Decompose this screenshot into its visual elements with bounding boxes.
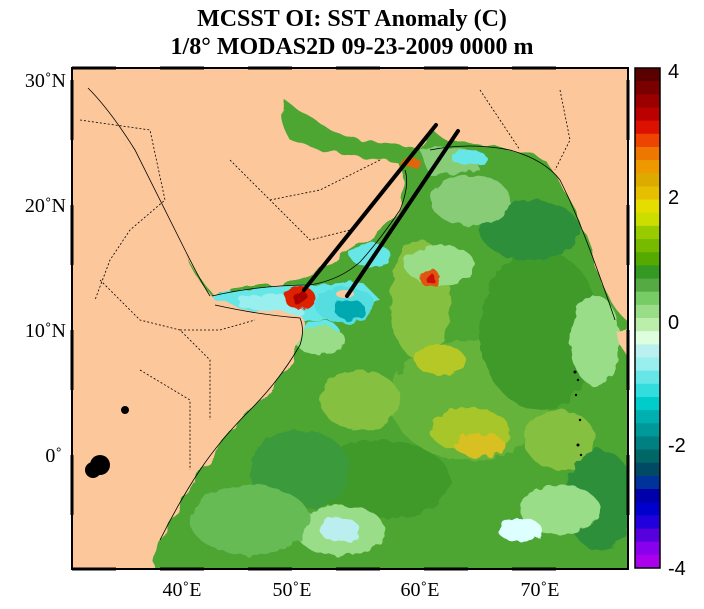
- colorbar-swatch: [635, 160, 660, 174]
- map-subtitle: 1/8° MODAS2D 09-23-2009 0000 m: [170, 34, 534, 60]
- colorbar-swatch: [635, 278, 660, 293]
- colorbar-label-0: 0: [668, 312, 679, 334]
- lat-label-0: 0˚: [45, 445, 62, 467]
- colorbar-swatch: [635, 502, 660, 516]
- colorbar-label-neg2: -2: [668, 435, 686, 457]
- colorbar-swatch: [635, 344, 660, 358]
- plot-area: [72, 68, 628, 569]
- colorbar-label-neg4: -4: [668, 558, 686, 580]
- colorbar: [635, 68, 660, 569]
- colorbar-frame: [634, 67, 661, 569]
- colorbar-swatch: [635, 120, 660, 135]
- colorbar-swatch: [635, 252, 660, 266]
- colorbar-swatch: [635, 186, 660, 201]
- colorbar-swatch: [635, 304, 660, 319]
- frame-ticks: [70, 66, 630, 571]
- colorbar-swatch: [635, 94, 660, 108]
- lon-label-60e: 60˚E: [401, 579, 440, 601]
- colorbar-swatch: [635, 449, 660, 464]
- colorbar-swatch: [635, 265, 660, 280]
- colorbar-swatch: [635, 318, 660, 332]
- colorbar-label-4: 4: [668, 61, 679, 83]
- colorbar-swatch: [635, 107, 660, 122]
- colorbar-swatch: [635, 396, 660, 411]
- colorbar-label-2: 2: [668, 187, 679, 209]
- coastlines: [87, 87, 616, 541]
- land: [72, 68, 628, 569]
- colorbar-swatch: [635, 212, 660, 227]
- colorbar-swatch: [635, 554, 660, 569]
- gulf-of-aden: [210, 231, 390, 354]
- country-borders: [79, 89, 571, 470]
- islands: [85, 370, 583, 478]
- colorbar-swatch: [635, 489, 660, 503]
- colorbar-swatch: [635, 68, 660, 82]
- colorbar-swatch: [635, 515, 660, 530]
- lat-label-20n: 20˚N: [25, 195, 66, 217]
- colorbar-swatch: [635, 239, 660, 253]
- lat-label-10n: 10˚N: [25, 320, 66, 342]
- anomaly-patches: [190, 175, 628, 555]
- transect-lines: [302, 123, 460, 298]
- colorbar-swatch: [635, 146, 660, 161]
- colorbar-swatch: [635, 462, 660, 477]
- colorbar-swatch: [635, 541, 660, 556]
- map-title: MCSST OI: SST Anomaly (C): [197, 6, 507, 32]
- lat-label-30n: 30˚N: [25, 70, 66, 92]
- colorbar-swatch: [635, 173, 660, 187]
- colorbar-swatch: [635, 410, 660, 424]
- colorbar-swatch: [635, 370, 660, 385]
- colorbar-swatch: [635, 475, 660, 490]
- colorbar-swatch: [635, 331, 660, 345]
- colorbar-swatch: [635, 423, 660, 437]
- colorbar-swatch: [635, 528, 660, 543]
- lon-label-70e: 70˚E: [521, 579, 560, 601]
- colorbar-swatch: [635, 199, 660, 214]
- colorbar-swatch: [635, 436, 660, 451]
- colorbar-swatch: [635, 357, 660, 372]
- colorbar-swatch: [635, 81, 660, 95]
- colorbar-swatch: [635, 291, 660, 306]
- colorbar-swatch: [635, 133, 660, 148]
- colorbar-swatch: [635, 383, 660, 398]
- lon-label-40e: 40˚E: [163, 579, 202, 601]
- colorbar-swatch: [635, 225, 660, 240]
- lon-label-50e: 50˚E: [273, 579, 312, 601]
